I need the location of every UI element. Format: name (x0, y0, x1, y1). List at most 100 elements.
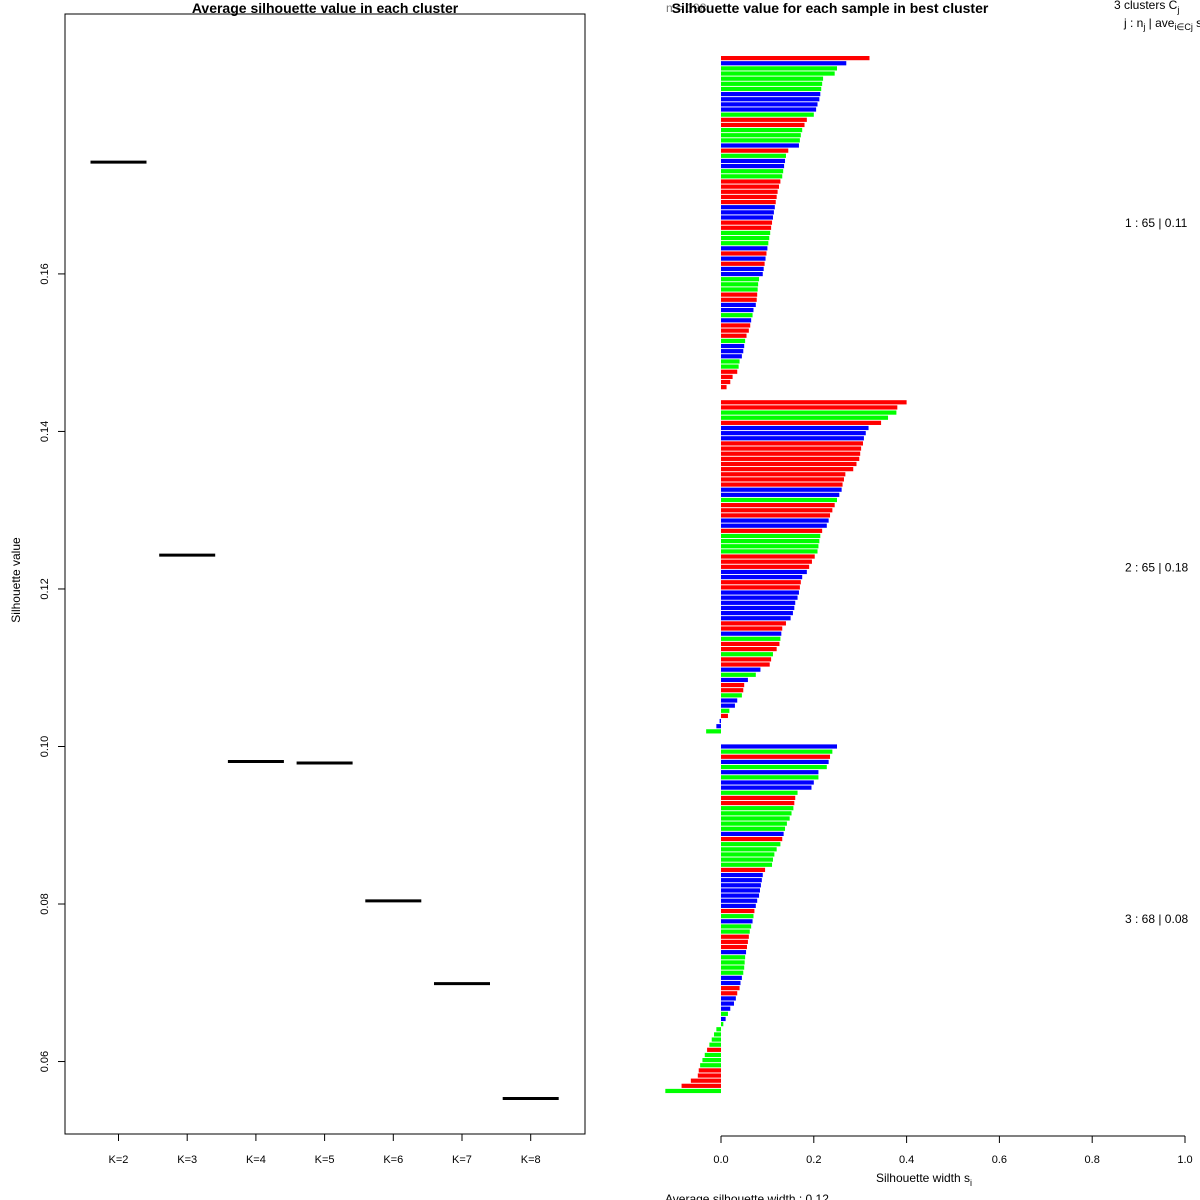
silhouette-bar (721, 842, 781, 847)
left-x-tick-label: K=4 (246, 1154, 266, 1166)
silhouette-bar (721, 800, 795, 806)
left-x-tick-label: K=7 (452, 1154, 472, 1166)
silhouette-bar (698, 1068, 721, 1073)
silhouette-bar (721, 528, 823, 533)
silhouette-bar (721, 677, 748, 683)
silhouette-bar (721, 980, 741, 986)
silhouette-bar (721, 107, 817, 112)
silhouette-bar (721, 297, 757, 302)
silhouette-bar (721, 76, 824, 81)
silhouette-bar (706, 729, 721, 734)
silhouette-bar (721, 415, 889, 420)
silhouette-bar (721, 806, 794, 811)
silhouette-bar (721, 359, 740, 364)
silhouette-bar (721, 431, 866, 436)
silhouette-bar (721, 585, 800, 590)
silhouette-bar (721, 929, 750, 934)
sample-count-text: n = 198 (666, 1, 707, 15)
silhouette-bar (721, 318, 752, 323)
silhouette-bar (721, 497, 837, 503)
silhouette-bar (721, 513, 831, 518)
silhouette-bar (721, 569, 807, 575)
silhouette-bar (721, 605, 795, 611)
silhouette-bar (721, 991, 738, 996)
legend-header-line2: j : nj | avei∈Cj s (1123, 16, 1200, 32)
silhouette-bar (721, 56, 870, 61)
silhouette-bar (721, 271, 763, 277)
left-y-tick-label: 0.14 (39, 421, 51, 442)
left-y-tick-label: 0.08 (39, 893, 51, 914)
silhouette-bar (721, 898, 758, 903)
silhouette-bar (707, 1047, 721, 1052)
silhouette-bar (721, 852, 775, 857)
silhouette-bar (721, 117, 807, 122)
left-y-tick-label: 0.12 (39, 578, 51, 599)
silhouette-bar (721, 508, 833, 513)
average-width-footer: Average silhouette width : 0.12 (665, 1192, 829, 1200)
silhouette-bar (721, 621, 786, 626)
right-x-ticks: 0.0 0.2 0.4 0.6 0.8 1.0 (713, 1136, 1193, 1166)
silhouette-bar (721, 282, 759, 287)
silhouette-bar (721, 169, 784, 174)
left-plot-frame (64, 13, 586, 1135)
cluster-label: 2 : 65 | 0.18 (1125, 560, 1188, 574)
silhouette-bar (721, 379, 731, 385)
right-x-tick-label: 0.6 (992, 1154, 1007, 1166)
silhouette-bar (721, 1016, 726, 1022)
silhouette-bar (665, 1088, 721, 1094)
left-x-ticks: K=2 K=3 K=4 K=5 K=6 K=7 K=8 (109, 1134, 541, 1166)
silhouette-bar (721, 857, 773, 862)
silhouette-bar (721, 652, 773, 657)
silhouette-bar (716, 724, 721, 729)
average-silhouette-chart: Average silhouette value in each cluster… (9, 0, 586, 1166)
silhouette-bar (721, 595, 798, 600)
left-y-ticks: 0.06 0.08 0.10 0.12 0.14 0.16 (39, 263, 65, 1072)
silhouette-bar (721, 580, 801, 585)
silhouette-bar (721, 189, 778, 194)
silhouette-bar (721, 215, 773, 220)
silhouette-bar (721, 158, 786, 164)
silhouette-bar (721, 631, 782, 636)
silhouette-bar (721, 657, 772, 662)
silhouette-bar (721, 251, 767, 256)
silhouette-bar (721, 554, 815, 559)
silhouette-bar (721, 955, 746, 960)
silhouette-bar (721, 708, 730, 713)
silhouette-bar (721, 816, 790, 821)
silhouette-bar (721, 328, 749, 333)
silhouette-bar (721, 836, 783, 842)
silhouette-bar (721, 148, 789, 153)
silhouette-bar (721, 764, 827, 770)
silhouette-bar (721, 559, 812, 564)
silhouette-bar (721, 785, 812, 790)
left-y-tick-label: 0.10 (39, 736, 51, 757)
silhouette-bar (721, 533, 821, 539)
silhouette-bar (714, 1032, 721, 1037)
silhouette-bar (721, 682, 745, 688)
silhouette-bar (721, 1022, 724, 1027)
left-y-tick-label: 0.16 (39, 263, 51, 284)
silhouette-bar (721, 102, 818, 107)
cluster-labels: 1 : 65 | 0.11 2 : 65 | 0.18 3 : 68 | 0.08 (1125, 216, 1188, 926)
silhouette-bar (721, 795, 796, 801)
silhouette-bar (721, 487, 842, 492)
legend-header-line1: 3 clusters Cj (1114, 0, 1179, 15)
silhouette-bar (721, 950, 747, 955)
silhouette-bar (721, 86, 822, 92)
sample-silhouette-chart: Silhouette value for each sample in best… (665, 0, 1200, 1200)
silhouette-bar (721, 199, 776, 205)
silhouette-bar (690, 1078, 721, 1083)
right-x-tick-label: 1.0 (1177, 1154, 1192, 1166)
right-x-axis-label: Silhouette width si (876, 1171, 972, 1188)
silhouette-bar (721, 425, 869, 431)
right-x-tick-label: 0.4 (899, 1154, 914, 1166)
silhouette-bar (721, 410, 897, 415)
silhouette-bar (721, 590, 799, 595)
silhouette-bar (721, 492, 840, 497)
silhouette-bar (709, 1042, 721, 1047)
silhouette-bar (721, 939, 748, 944)
silhouette-bar (721, 446, 862, 451)
silhouette-bar (721, 405, 898, 410)
silhouette-bar (721, 831, 784, 837)
